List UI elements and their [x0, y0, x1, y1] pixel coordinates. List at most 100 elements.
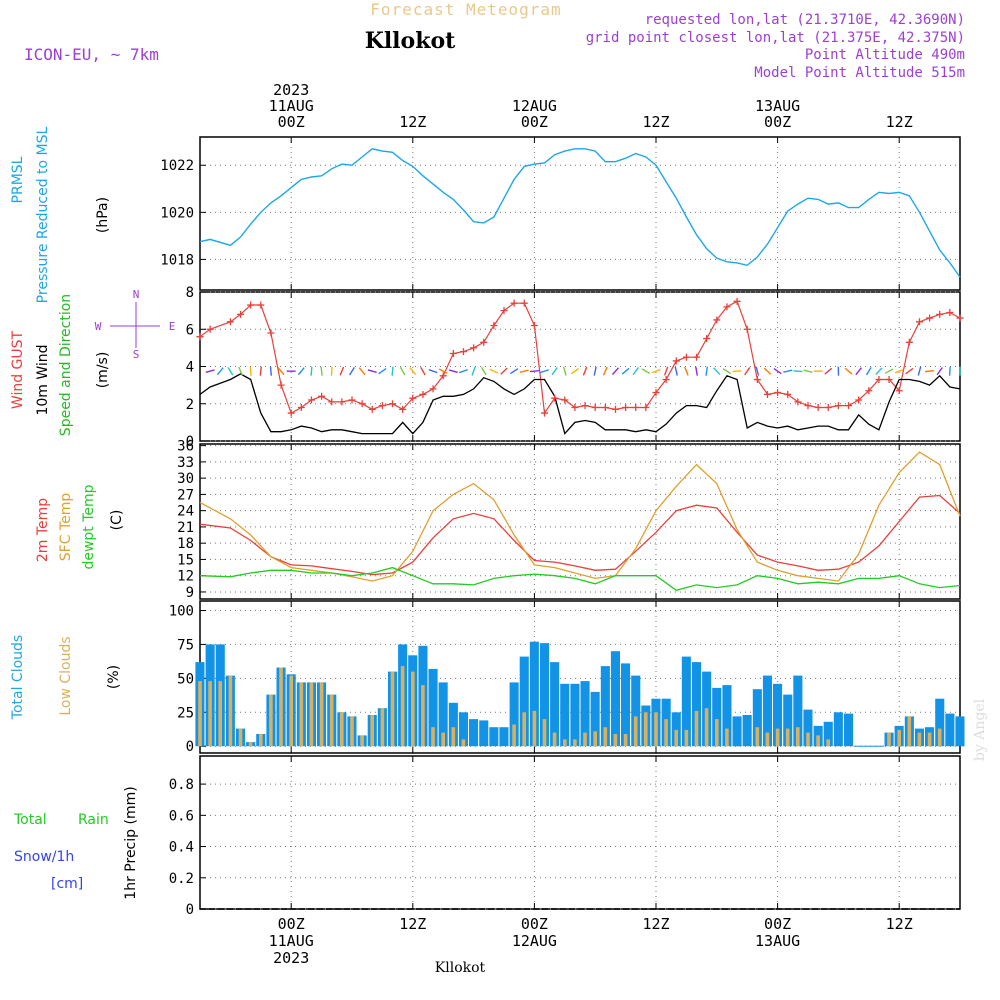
gust-point: [682, 353, 690, 361]
ytick-label-1-0: 0: [186, 434, 194, 450]
gust-point: [956, 314, 964, 322]
wind-direction-arrow: [500, 367, 508, 375]
low-cloud-bar: [411, 671, 415, 747]
low-cloud-bar: [755, 727, 760, 747]
gust-point: [297, 403, 305, 411]
wind-direction-arrow: [367, 369, 377, 374]
gust-point: [926, 314, 934, 322]
top-time-label-4-0: 13AUG: [755, 97, 800, 115]
low-cloud-bar: [623, 734, 628, 747]
total-cloud-bar: [550, 662, 560, 747]
wind-direction-arrow: [755, 366, 760, 376]
gust-point: [348, 396, 356, 404]
wind-direction-arrow: [611, 367, 619, 375]
gust-point: [571, 403, 579, 411]
ytick-label-3-2: 50: [177, 671, 194, 687]
wind-direction-arrow: [925, 369, 935, 373]
gust-point: [277, 381, 285, 389]
total-cloud-bar: [823, 721, 833, 747]
top-time-label-1-0: 12Z: [399, 113, 426, 131]
wind-label-10m: 10m Wind: [35, 344, 51, 415]
low-cloud-bar: [431, 727, 435, 747]
ytick-label-0-0: 1018: [160, 252, 194, 268]
gust-point: [490, 322, 498, 330]
low-cloud-bar: [340, 712, 344, 747]
wind-direction-arrow: [674, 366, 678, 376]
wind-direction-arrow: [773, 368, 782, 375]
gust-point: [946, 308, 954, 316]
wind-direction-arrow: [632, 367, 639, 376]
top-time-label-0-2: 00Z: [278, 113, 305, 131]
gust-point: [257, 301, 265, 309]
wind-direction-arrow: [349, 366, 355, 376]
gust-point: [429, 385, 437, 393]
ytick-label-2-3: 18: [177, 536, 194, 552]
gust-point: [794, 398, 802, 406]
total-cloud-bar: [570, 683, 580, 747]
gust-point: [449, 349, 457, 357]
bottom-time-label-4-1: 13AUG: [755, 932, 800, 950]
gust-point: [581, 402, 589, 410]
wind-direction-arrow: [320, 366, 323, 376]
wind-direction-arrow: [783, 369, 793, 373]
low-cloud-bar: [532, 710, 537, 747]
wind-direction-arrow: [651, 368, 661, 374]
top-time-label-2-0: 12AUG: [512, 97, 557, 115]
total-cloud-bar: [833, 712, 843, 747]
total-cloud-bar: [479, 720, 489, 747]
precip-unit: 1hr Precip (mm): [123, 786, 139, 899]
wind-direction-arrow: [391, 366, 394, 376]
low-cloud-bar: [208, 681, 212, 747]
low-cloud-bar: [390, 671, 395, 747]
gust-point: [591, 403, 599, 411]
requested-location: requested lon,lat (21.3710E, 42.3690N): [645, 12, 965, 28]
wind-direction-arrow: [894, 368, 904, 374]
ytick-label-2-0: 9: [186, 585, 194, 601]
total-cloud-bar: [540, 643, 550, 747]
dewpt-line: [199, 566, 961, 592]
total-cloud-bar: [560, 683, 570, 747]
clouds-unit: (%): [106, 665, 122, 689]
wind-direction-arrow: [570, 367, 580, 375]
total-cloud-bar: [803, 709, 813, 747]
wind-direction-arrow: [562, 366, 567, 376]
gust-point: [368, 405, 376, 413]
top-time-label-0-1: 11AUG: [269, 97, 314, 115]
gust-point: [936, 310, 944, 318]
wind-line: [199, 373, 961, 435]
gust-point: [703, 335, 711, 343]
chart-supertitle: Forecast Meteogram: [370, 0, 561, 19]
wind-direction-arrow: [480, 366, 487, 376]
ytick-label-2-1: 12: [177, 569, 194, 585]
bottom-time-label-1-0: 12Z: [399, 915, 426, 933]
total-cloud-bar: [671, 712, 681, 747]
low-cloud-bar: [421, 685, 425, 747]
bottom-time-label-2-1: 12AUG: [512, 932, 557, 950]
gust-point: [541, 409, 549, 417]
low-cloud-bar: [704, 708, 709, 747]
wind-direction-arrow: [695, 366, 698, 376]
compass-n: N: [133, 288, 140, 301]
ytick-label-0-1: 1020: [160, 205, 194, 221]
wind-direction-arrow: [684, 366, 689, 376]
total-cloud-bar: [621, 663, 631, 747]
gust-point: [530, 322, 538, 330]
wind-direction-arrow: [378, 367, 387, 375]
total-cloud-bar: [762, 675, 772, 747]
low-cloud-bar: [826, 739, 830, 747]
ytick-label-4-4: 0.8: [169, 777, 194, 793]
wind-direction-arrow: [865, 366, 872, 376]
gust-point: [632, 403, 640, 411]
pressure-label-prmsl: PRMSL: [10, 156, 26, 203]
low-cloud-bar: [725, 728, 729, 747]
panel-frame-2: [199, 443, 961, 600]
top-time-label-2-1: 00Z: [521, 113, 548, 131]
wind-direction-arrow: [875, 367, 883, 375]
low-cloud-bar: [796, 727, 800, 747]
t2m-line: [199, 494, 961, 576]
gust-point: [865, 387, 873, 395]
compass-e: E: [169, 320, 176, 333]
wind-direction-arrow: [238, 366, 243, 376]
wind-direction-arrow: [917, 366, 922, 376]
